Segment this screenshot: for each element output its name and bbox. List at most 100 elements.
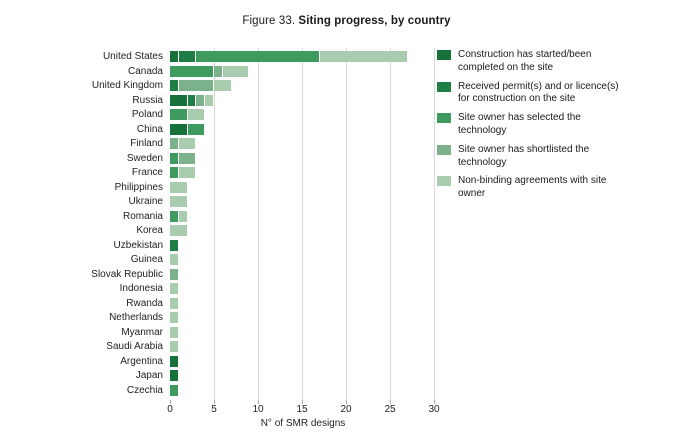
bar-row — [170, 123, 205, 135]
axis-tick-label: 5 — [211, 404, 217, 415]
country-label: Russia — [132, 94, 163, 106]
bar-segment — [170, 80, 178, 92]
bar-segment — [170, 370, 178, 382]
legend: Construction has started/been completed o… — [437, 49, 668, 201]
bar-segment — [178, 51, 196, 62]
country-label: Saudi Arabia — [106, 341, 163, 353]
country-label: Finland — [130, 138, 163, 150]
bar-row — [170, 181, 188, 193]
plot-area — [170, 48, 436, 400]
country-label: Ukraine — [128, 196, 163, 208]
legend-swatch — [437, 81, 451, 92]
country-label: Canada — [127, 65, 163, 77]
bar-segment — [170, 65, 213, 77]
country-label: Myanmar — [121, 326, 163, 338]
bar-segment — [178, 138, 196, 150]
axis-tick-label: 10 — [252, 404, 264, 415]
country-label: Uzbekistan — [113, 239, 163, 251]
bar-segment — [170, 384, 178, 396]
legend-item: Site owner has shortlisted the technology — [437, 144, 668, 170]
bar-segment — [170, 341, 178, 353]
gridline — [302, 48, 303, 400]
legend-item: Site owner has selected the technology — [437, 112, 668, 138]
country-label: Romania — [122, 210, 163, 222]
bar-segment — [170, 210, 178, 222]
bar-row — [170, 94, 214, 106]
bar-row — [170, 384, 179, 396]
country-label: Japan — [135, 370, 163, 382]
bar-segment — [187, 123, 205, 135]
country-label: Korea — [136, 225, 163, 237]
legend-item: Construction has started/been completed o… — [437, 49, 668, 75]
country-label: Philippines — [114, 181, 163, 193]
country-label: Slovak Republic — [91, 268, 163, 280]
legend-swatch — [437, 113, 451, 124]
country-label: Guinea — [130, 254, 163, 266]
bar-row — [170, 283, 179, 295]
axis-tick-label: 20 — [340, 404, 352, 415]
bar-segment — [170, 312, 178, 324]
legend-item: Received permit(s) and or licence(s) for … — [437, 81, 668, 107]
legend-label: Received permit(s) and or licence(s) for … — [458, 80, 619, 105]
bar-segment — [213, 80, 231, 92]
bar-segment — [178, 152, 196, 164]
bar-segment — [170, 225, 187, 237]
bar-row — [170, 80, 232, 92]
bar-segment — [170, 355, 178, 367]
axis-tick — [434, 400, 435, 404]
bar-segment — [178, 167, 196, 179]
gridline — [346, 48, 347, 400]
country-label: United States — [102, 51, 163, 62]
bar-segment — [214, 65, 222, 77]
bar-row — [170, 370, 179, 382]
axis-tick-label: 25 — [384, 404, 396, 415]
bar-segment — [170, 181, 187, 193]
bar-segment — [196, 94, 205, 106]
bar-row — [170, 109, 205, 121]
bar-row — [170, 152, 196, 164]
bar-segment — [205, 94, 213, 106]
country-label: Sweden — [126, 152, 163, 164]
bar-row — [170, 268, 179, 280]
bar-row — [170, 65, 249, 77]
axis-tick — [390, 400, 391, 404]
legend-label: Site owner has shortlisted the technology — [458, 143, 590, 168]
bar-segment — [170, 254, 178, 266]
x-axis-title: N° of SMR designs — [260, 418, 346, 429]
bar-row — [170, 210, 188, 222]
country-label: Rwanda — [126, 297, 163, 309]
gridline — [214, 48, 215, 400]
bar-segment — [170, 138, 178, 150]
axis-tick-label: 15 — [296, 404, 308, 415]
bar-row — [170, 312, 179, 324]
bar-segment — [196, 51, 319, 62]
axis-tick — [346, 400, 347, 404]
figure-title-text: Siting progress, by country — [298, 15, 451, 27]
bar-row — [170, 341, 179, 353]
gridline — [434, 48, 435, 400]
bar-row — [170, 326, 179, 338]
axis-tick — [170, 400, 171, 404]
axis-tick-label: 0 — [167, 404, 173, 415]
bar-segment — [170, 109, 187, 121]
figure-title: Figure 33. Siting progress, by country — [0, 15, 693, 27]
bar-segment — [187, 109, 205, 121]
bar-segment — [170, 283, 178, 295]
country-label: Czechia — [126, 384, 163, 396]
country-label: Netherlands — [109, 312, 163, 324]
bar-row — [170, 51, 408, 62]
bar-segment — [170, 196, 187, 208]
bar-segment — [170, 94, 187, 106]
bar-segment — [170, 51, 178, 62]
legend-swatch — [437, 176, 451, 187]
legend-label: Site owner has selected the technology — [458, 112, 581, 136]
bar-row — [170, 196, 188, 208]
bar-segment — [170, 268, 178, 280]
legend-swatch — [437, 50, 451, 60]
bar-segment — [170, 326, 178, 338]
bar-segment — [170, 239, 178, 251]
country-label: Indonesia — [119, 283, 163, 295]
bar-row — [170, 254, 179, 266]
bar-segment — [178, 210, 187, 222]
bar-segment — [170, 152, 178, 164]
